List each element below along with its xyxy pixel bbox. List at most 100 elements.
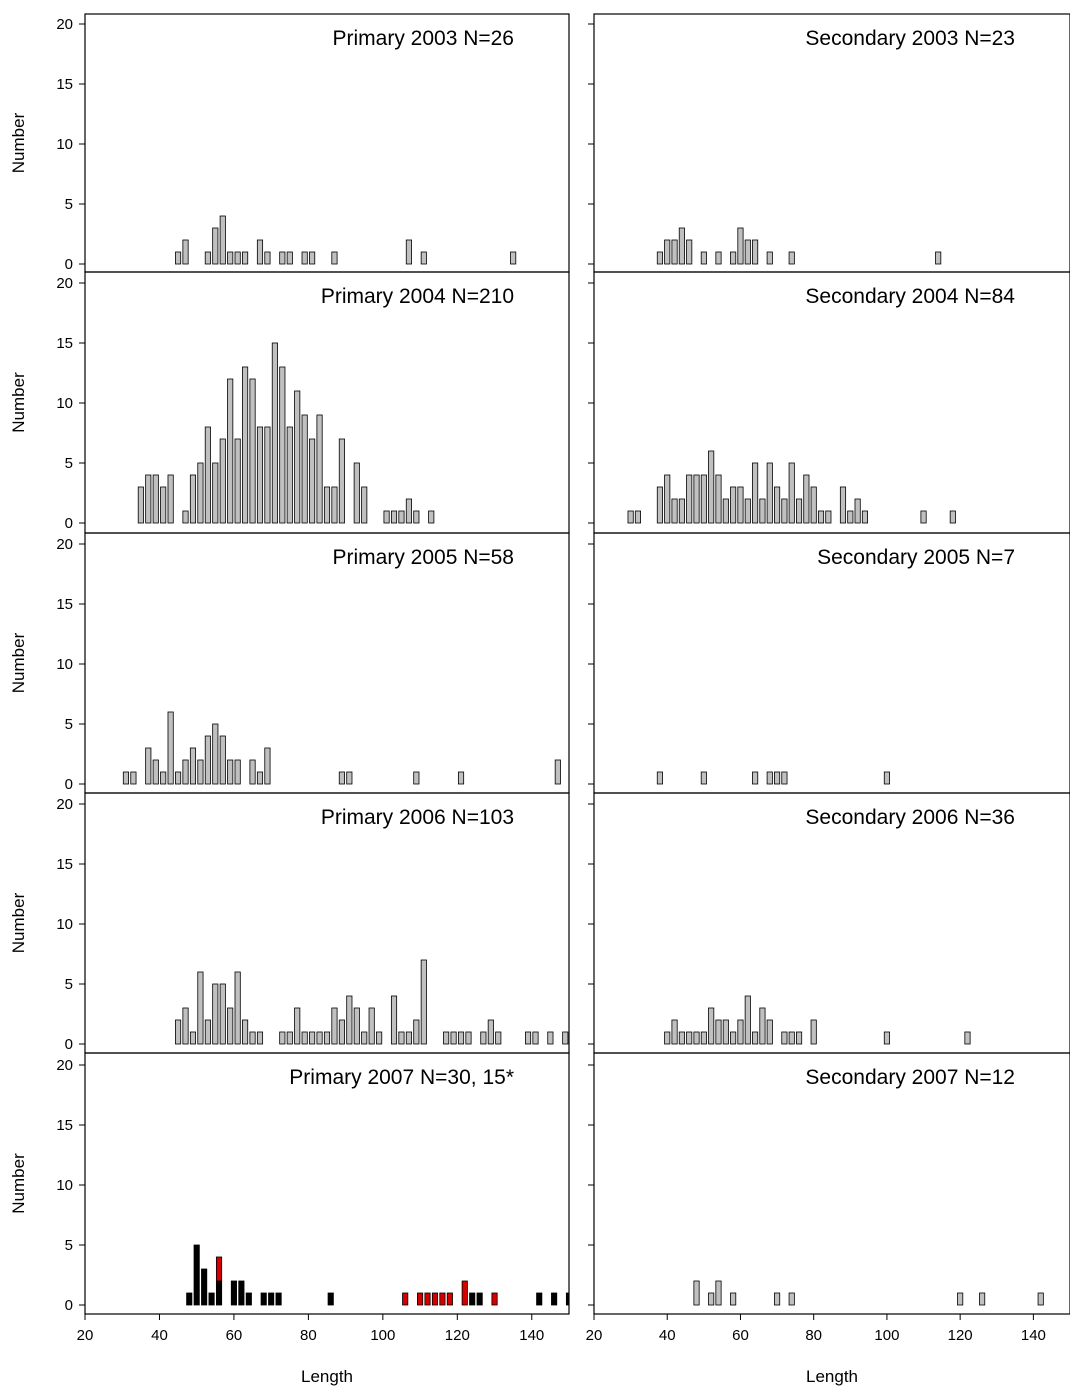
- chart-panel: [588, 13, 1070, 273]
- histogram-bar: [883, 771, 890, 785]
- y-tick-label: 15: [56, 596, 73, 613]
- histogram-bar: [167, 711, 174, 785]
- histogram-bar: [678, 498, 685, 524]
- chart-panel: [588, 271, 1070, 534]
- histogram-bar: [189, 747, 197, 785]
- histogram-bar: [182, 759, 189, 785]
- histogram-bar: [219, 215, 226, 265]
- histogram-bar: [160, 486, 167, 524]
- histogram-bar: [331, 251, 338, 265]
- histogram-bar: [443, 1031, 450, 1045]
- histogram-bar: [405, 239, 412, 265]
- x-axis-title: Length: [301, 1367, 353, 1386]
- y-tick-label: 5: [65, 455, 73, 472]
- histogram-bar: [413, 510, 420, 524]
- histogram-bar: [268, 1292, 275, 1306]
- histogram-bar: [331, 1007, 338, 1045]
- histogram-bar: [457, 1031, 465, 1045]
- histogram-bar: [353, 462, 360, 524]
- histogram-bar: [964, 1031, 971, 1045]
- histogram-bar: [175, 1019, 182, 1045]
- histogram-bar: [279, 366, 286, 524]
- histogram-bar: [327, 1292, 334, 1306]
- bar-group: [186, 1244, 569, 1306]
- histogram-bar: [331, 486, 338, 524]
- histogram-bar: [413, 1019, 420, 1045]
- histogram-bar: [353, 1007, 360, 1045]
- y-tick-label: 5: [65, 976, 73, 993]
- histogram-bar: [189, 1031, 197, 1045]
- histogram-bar: [664, 239, 671, 265]
- histogram-bar: [338, 1019, 345, 1045]
- histogram-bar: [398, 1031, 405, 1045]
- histogram-bar: [759, 1007, 766, 1045]
- y-axis-title: Number: [9, 372, 28, 433]
- y-axis-title: Number: [9, 892, 28, 953]
- histogram-bar: [744, 995, 751, 1045]
- histogram-bar: [227, 1007, 234, 1045]
- histogram-bar: [1037, 1292, 1044, 1306]
- histogram-bar: [186, 1292, 193, 1306]
- chart-panel: [79, 1052, 570, 1320]
- x-tick-label: 140: [519, 1327, 544, 1344]
- histogram-bar: [264, 251, 271, 265]
- histogram-bar: [979, 1292, 986, 1306]
- histogram-bar: [847, 510, 854, 524]
- histogram-bar: [152, 474, 159, 524]
- histogram-bar: [570, 772, 575, 784]
- histogram-bar: [737, 486, 744, 524]
- histogram-bar: [957, 1292, 964, 1306]
- histogram-bar: [562, 1031, 569, 1045]
- histogram-bar: [744, 498, 751, 524]
- histogram-bar: [715, 251, 722, 265]
- histogram-bar: [788, 251, 795, 265]
- histogram-bar: [439, 1292, 446, 1306]
- histogram-bar: [390, 995, 398, 1045]
- panel-title: Primary 2007 N=30, 15*: [289, 1066, 514, 1089]
- histogram-bar: [264, 426, 271, 524]
- histogram-bar: [245, 1292, 252, 1306]
- histogram-bar: [715, 1280, 722, 1306]
- histogram-bar: [634, 510, 641, 524]
- histogram-bar: [722, 1019, 729, 1045]
- y-tick-label: 20: [56, 275, 73, 292]
- x-tick-label: 100: [370, 1327, 395, 1344]
- histogram-bar: [817, 510, 825, 524]
- histogram-bar: [264, 747, 271, 785]
- chart-panel: [79, 792, 570, 1054]
- y-tick-label: 0: [65, 515, 73, 532]
- histogram-bar: [715, 1019, 722, 1045]
- histogram-bar: [525, 1031, 532, 1045]
- histogram-bar: [197, 971, 204, 1045]
- y-tick-label: 15: [56, 335, 73, 352]
- x-axis-title: Length: [806, 1367, 858, 1386]
- histogram-bar: [417, 1292, 424, 1306]
- chart-panel: [588, 1052, 1070, 1320]
- histogram-bar: [883, 1031, 890, 1045]
- histogram-bar: [766, 1019, 773, 1045]
- histogram-bar: [234, 438, 241, 524]
- histogram-bar: [708, 1292, 715, 1306]
- panel-title: Secondary 2006 N=36: [805, 806, 1015, 829]
- histogram-bar: [286, 1031, 293, 1045]
- histogram-bar: [167, 474, 174, 524]
- x-tick-label: 120: [445, 1327, 470, 1344]
- histogram-bar: [700, 771, 707, 785]
- x-tick-label: 80: [300, 1327, 317, 1344]
- histogram-bar: [130, 771, 137, 785]
- panel-title: Primary 2004 N=210: [321, 285, 514, 308]
- histogram-bar: [227, 759, 234, 785]
- histogram-bar: [730, 1031, 737, 1045]
- histogram-bar: [627, 510, 634, 524]
- histogram-bar: [671, 239, 678, 265]
- histogram-bar: [145, 474, 152, 524]
- histogram-bar: [238, 1280, 245, 1306]
- panel-frame: [84, 1052, 570, 1315]
- histogram-bar: [361, 1031, 368, 1045]
- y-tick-label: 5: [65, 1237, 73, 1254]
- panel-title: Primary 2006 N=103: [321, 806, 514, 829]
- histogram-bar: [686, 239, 693, 265]
- bar-group: [656, 227, 942, 265]
- histogram-bar: [693, 1280, 700, 1306]
- histogram-bar: [487, 1019, 494, 1045]
